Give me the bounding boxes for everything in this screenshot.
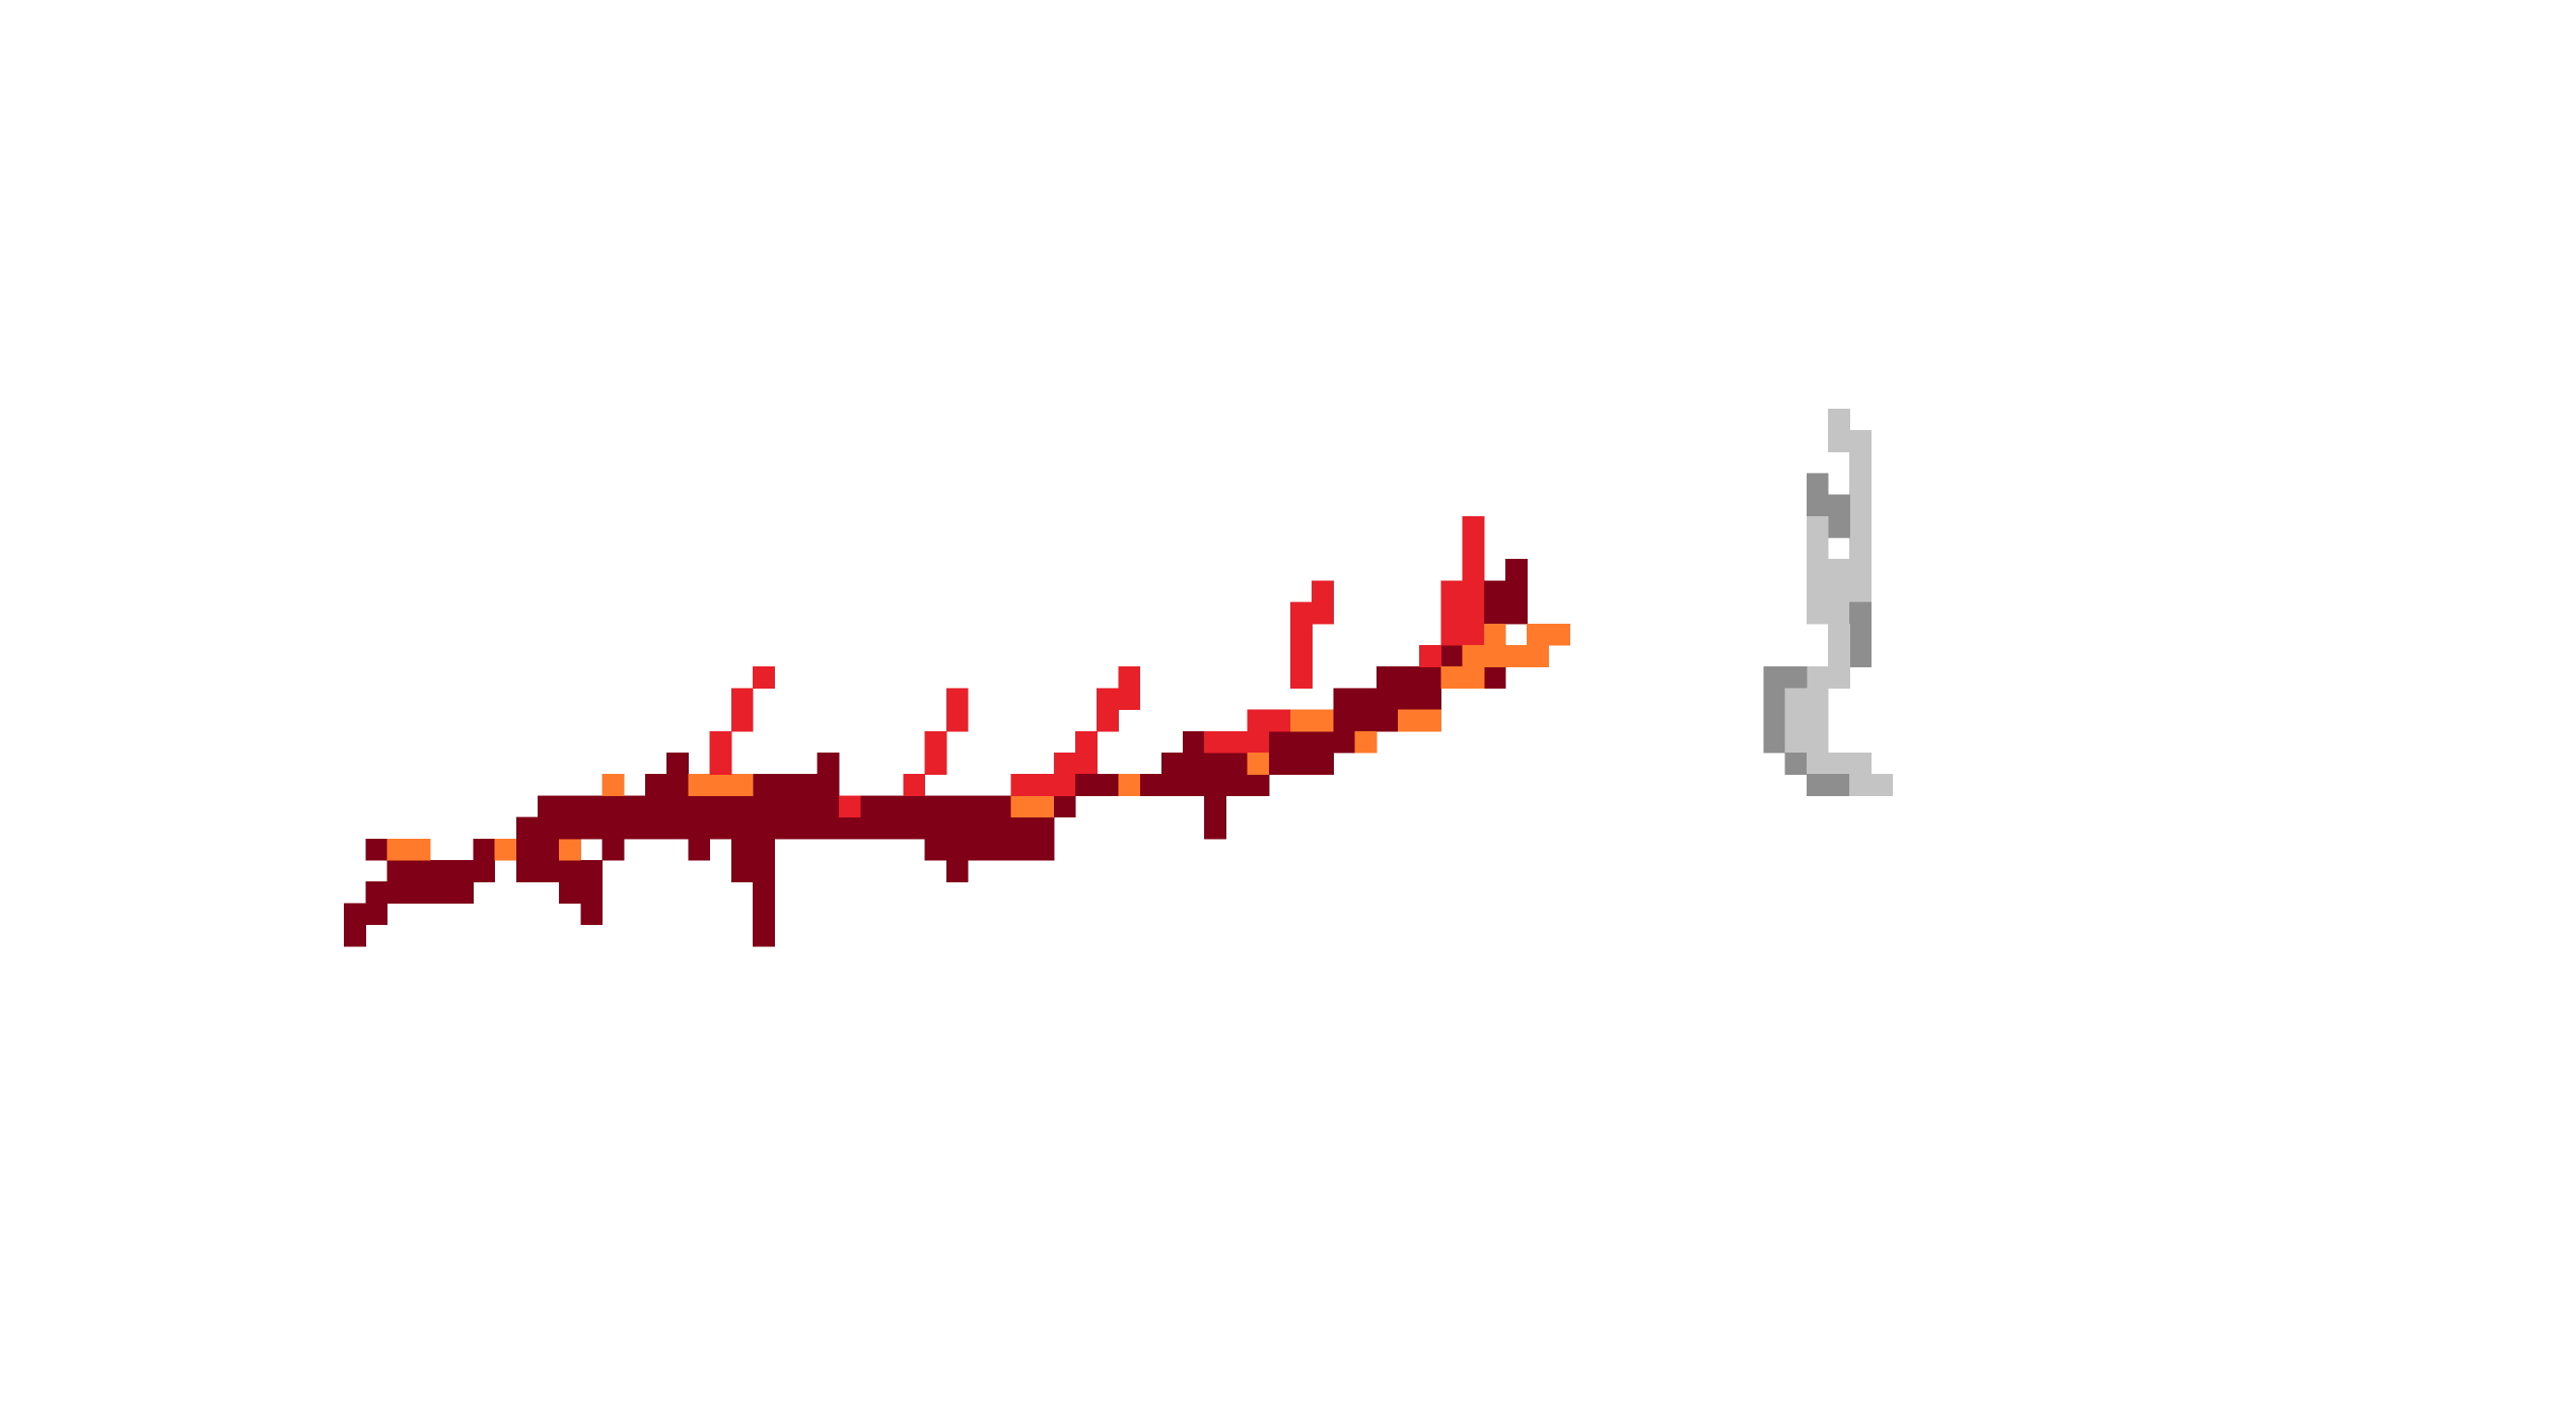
pixel-block xyxy=(688,774,754,796)
pixel-block xyxy=(1440,666,1485,689)
pixel-block xyxy=(1849,774,1894,796)
pixel-block xyxy=(1290,709,1334,732)
pixel-block xyxy=(666,753,689,775)
pixel-block xyxy=(1118,666,1141,711)
pixel-block xyxy=(709,730,732,775)
pixel-block xyxy=(602,774,625,796)
pixel-block xyxy=(1784,688,1829,753)
pixel-block xyxy=(1806,774,1850,796)
pixel-block xyxy=(473,838,496,882)
pixel-block xyxy=(1763,666,1808,689)
pixel-block xyxy=(1419,645,1441,667)
pixel-block xyxy=(1053,753,1076,775)
pixel-block xyxy=(1849,753,1872,775)
pixel-block xyxy=(1784,753,1808,775)
pixel-block xyxy=(1247,709,1270,732)
pixel-block xyxy=(1548,623,1571,646)
pixel-block xyxy=(1118,774,1141,796)
pixel-block xyxy=(580,860,603,926)
pixel-block xyxy=(1290,623,1313,689)
pixel-block xyxy=(730,688,754,732)
pixel-block xyxy=(1483,580,1528,625)
pixel-block xyxy=(924,730,947,775)
pixel-block xyxy=(1398,709,1441,732)
pixel-block xyxy=(753,666,775,689)
pixel-block xyxy=(1290,601,1334,625)
pixel-block xyxy=(1527,623,1549,646)
pixel-block xyxy=(365,881,388,926)
pixel-block xyxy=(494,838,517,861)
pixel-block xyxy=(1247,753,1270,775)
pixel-block xyxy=(1828,623,1850,667)
pixel-block xyxy=(1075,730,1098,775)
pixel-block xyxy=(1828,408,1850,452)
red-branch-sprite xyxy=(344,515,1571,947)
pixel-block xyxy=(1462,515,1485,581)
pixel-block xyxy=(387,860,474,904)
pixel-block xyxy=(1204,795,1226,840)
pixel-block xyxy=(1440,580,1485,646)
pixel-block xyxy=(1806,559,1850,625)
pixel-block xyxy=(344,903,366,947)
pixel-block xyxy=(602,817,625,861)
pixel-block xyxy=(903,774,926,796)
pixel-block xyxy=(1828,494,1850,538)
pixel-block xyxy=(1097,688,1119,732)
pixel-block xyxy=(645,774,689,840)
gray-figure-sprite xyxy=(1763,408,1894,796)
pixel-block xyxy=(838,795,861,818)
pixel-block xyxy=(1806,473,1829,517)
pixel-block xyxy=(1010,774,1076,796)
pixel-block xyxy=(1483,623,1506,646)
pixel-block xyxy=(817,753,840,840)
pixel-block xyxy=(1204,730,1270,753)
pixel-block xyxy=(1806,753,1850,775)
pixel-block xyxy=(1806,666,1850,689)
pixel-block xyxy=(1505,559,1528,581)
pixel-block xyxy=(1268,709,1291,732)
pixel-block xyxy=(1849,601,1872,667)
pixel-block xyxy=(1763,688,1786,753)
pixel-block xyxy=(1312,580,1334,603)
pixel-block xyxy=(538,795,646,840)
pixel-block xyxy=(1312,753,1334,775)
pixel-block xyxy=(1806,515,1829,560)
pixel-block xyxy=(1462,645,1506,667)
pixel-block xyxy=(365,838,388,861)
pixel-block xyxy=(1354,730,1377,753)
pixel-block xyxy=(945,838,969,882)
pixel-block xyxy=(1505,645,1549,667)
pixel-block xyxy=(945,688,969,732)
pixel-block xyxy=(753,860,775,947)
pixel-block xyxy=(387,838,431,861)
pixel-block xyxy=(559,838,581,861)
